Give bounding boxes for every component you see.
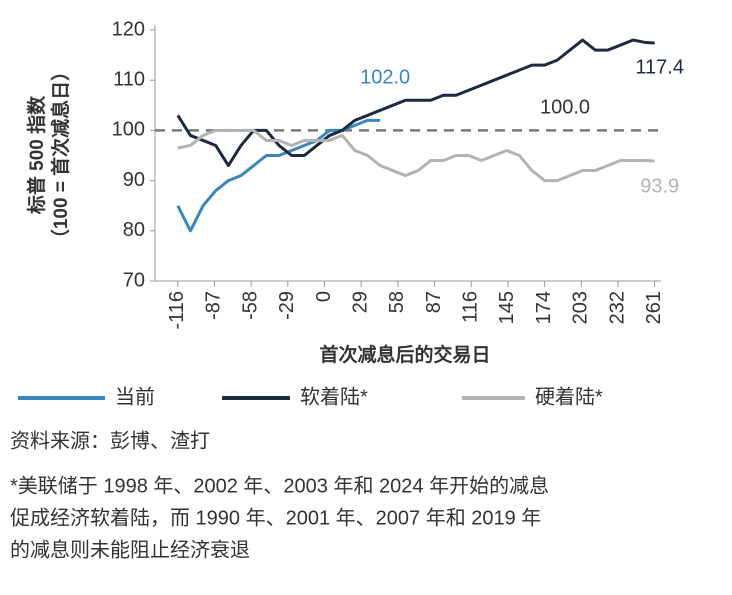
series-line <box>176 118 381 233</box>
x-tick-label: 174 <box>533 291 555 324</box>
footnote: *美联储于 1998 年、2002 年、2003 年和 2024 年开始的减息 <box>10 474 549 497</box>
x-tick-label: 261 <box>643 291 665 324</box>
end-label: 93.9 <box>640 175 679 197</box>
x-tick-label: -58 <box>239 291 261 320</box>
x-tick-label: -116 <box>166 291 188 330</box>
x-tick-label: 87 <box>423 291 445 313</box>
y-axis-label: （100 = 首次减息日） <box>49 62 72 248</box>
end-label: 117.4 <box>635 56 684 78</box>
y-tick-label: 70 <box>123 269 145 291</box>
footnote: 的减息则未能阻止经济衰退 <box>10 538 250 561</box>
footnote: 促成经济软着陆，而 1990 年、2001 年、2007 年和 2019 年 <box>10 506 541 529</box>
y-tick-label: 80 <box>123 219 145 241</box>
y-axis-label: 标普 500 指数 <box>25 95 48 214</box>
x-tick-label: 29 <box>349 291 371 313</box>
x-tick-label: -87 <box>203 291 225 320</box>
x-axis-label: 首次减息后的交易日 <box>319 343 490 366</box>
x-tick-label: 203 <box>570 291 592 324</box>
x-tick-label: 145 <box>496 291 518 324</box>
legend-label: 硬着陆* <box>535 385 603 408</box>
x-tick-label: -29 <box>276 291 298 320</box>
series-line <box>177 128 655 183</box>
source: 资料来源：彭博、渣打 <box>10 429 210 452</box>
y-tick-label: 100 <box>112 119 145 141</box>
x-tick-label: 58 <box>386 291 408 313</box>
series-line <box>176 38 655 168</box>
x-tick-label: 232 <box>606 291 628 324</box>
x-tick-label: 116 <box>460 291 482 323</box>
y-tick-label: 90 <box>123 169 145 191</box>
legend-label: 当前 <box>115 385 155 408</box>
reference-label: 100.0 <box>540 97 590 119</box>
y-tick-label: 110 <box>113 68 145 90</box>
x-tick-label: 0 <box>313 291 335 302</box>
end-label: 102.0 <box>360 67 410 89</box>
legend-label: 软着陆* <box>300 385 368 408</box>
y-tick-label: 120 <box>112 18 145 40</box>
